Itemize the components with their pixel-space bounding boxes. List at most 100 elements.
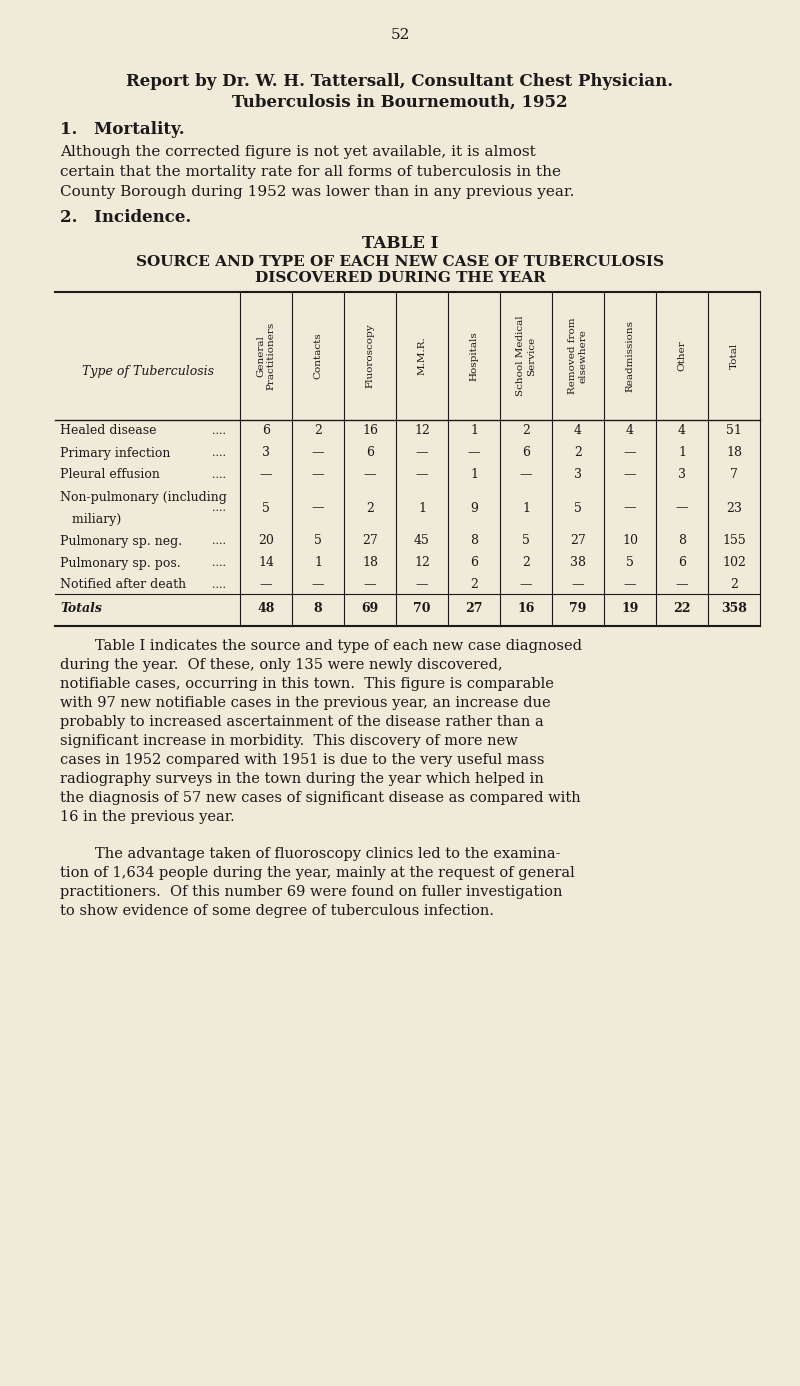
Text: the diagnosis of 57 new cases of significant disease as compared with: the diagnosis of 57 new cases of signifi… bbox=[60, 791, 581, 805]
Text: 2: 2 bbox=[574, 446, 582, 460]
Text: 70: 70 bbox=[414, 603, 430, 615]
Text: Pulmonary sp. pos.: Pulmonary sp. pos. bbox=[60, 557, 181, 570]
Text: 2: 2 bbox=[470, 578, 478, 592]
Text: 20: 20 bbox=[258, 535, 274, 547]
Text: 52: 52 bbox=[390, 28, 410, 42]
Text: ....: .... bbox=[212, 536, 226, 546]
Text: 8: 8 bbox=[314, 603, 322, 615]
Text: 1: 1 bbox=[418, 502, 426, 514]
Text: Removed from
elsewhere: Removed from elsewhere bbox=[568, 317, 588, 394]
Text: significant increase in morbidity.  This discovery of more new: significant increase in morbidity. This … bbox=[60, 735, 518, 748]
Text: 6: 6 bbox=[522, 446, 530, 460]
Text: ....: .... bbox=[212, 559, 226, 568]
Text: —: — bbox=[312, 468, 324, 481]
Text: 2. Incidence.: 2. Incidence. bbox=[60, 209, 191, 226]
Text: 1: 1 bbox=[522, 502, 530, 514]
Text: 102: 102 bbox=[722, 557, 746, 570]
Text: 16: 16 bbox=[362, 424, 378, 438]
Text: —: — bbox=[364, 468, 376, 481]
Text: Notified after death: Notified after death bbox=[60, 578, 186, 592]
Text: TABLE I: TABLE I bbox=[362, 236, 438, 252]
Text: 1: 1 bbox=[470, 424, 478, 438]
Text: General
Practitioners: General Practitioners bbox=[256, 322, 276, 389]
Text: Pulmonary sp. neg.: Pulmonary sp. neg. bbox=[60, 535, 182, 547]
Text: ....: .... bbox=[212, 448, 226, 457]
Text: tion of 1,634 people during the year, mainly at the request of general: tion of 1,634 people during the year, ma… bbox=[60, 866, 574, 880]
Text: —: — bbox=[364, 578, 376, 592]
Text: ....: .... bbox=[212, 503, 226, 513]
Text: School Medical
Service: School Medical Service bbox=[516, 316, 536, 396]
Text: Totals: Totals bbox=[60, 603, 102, 615]
Text: Table I indicates the source and type of each new case diagnosed: Table I indicates the source and type of… bbox=[95, 639, 582, 653]
Text: Non-pulmonary (including: Non-pulmonary (including bbox=[60, 491, 227, 503]
Text: ....: .... bbox=[212, 579, 226, 590]
Text: 48: 48 bbox=[258, 603, 274, 615]
Text: —: — bbox=[520, 468, 532, 481]
Text: —: — bbox=[624, 446, 636, 460]
Text: —: — bbox=[676, 578, 688, 592]
Text: practitioners.  Of this number 69 were found on fuller investigation: practitioners. Of this number 69 were fo… bbox=[60, 886, 562, 900]
Text: —: — bbox=[468, 446, 480, 460]
Text: 7: 7 bbox=[730, 468, 738, 481]
Text: 6: 6 bbox=[262, 424, 270, 438]
Text: —: — bbox=[312, 502, 324, 514]
Text: 12: 12 bbox=[414, 424, 430, 438]
Text: 8: 8 bbox=[678, 535, 686, 547]
Text: ....: .... bbox=[212, 426, 226, 437]
Text: 27: 27 bbox=[466, 603, 482, 615]
Text: Tuberculosis in Bournemouth, 1952: Tuberculosis in Bournemouth, 1952 bbox=[232, 93, 568, 111]
Text: 2: 2 bbox=[730, 578, 738, 592]
Text: 16 in the previous year.: 16 in the previous year. bbox=[60, 809, 234, 825]
Text: during the year.  Of these, only 135 were newly discovered,: during the year. Of these, only 135 were… bbox=[60, 658, 502, 672]
Text: 27: 27 bbox=[570, 535, 586, 547]
Text: cases in 1952 compared with 1951 is due to the very useful mass: cases in 1952 compared with 1951 is due … bbox=[60, 753, 545, 766]
Text: ....: .... bbox=[212, 470, 226, 480]
Text: SOURCE AND TYPE OF EACH NEW CASE OF TUBERCULOSIS: SOURCE AND TYPE OF EACH NEW CASE OF TUBE… bbox=[136, 255, 664, 269]
Text: 9: 9 bbox=[470, 502, 478, 514]
Text: 69: 69 bbox=[362, 603, 378, 615]
Text: 51: 51 bbox=[726, 424, 742, 438]
Text: 16: 16 bbox=[518, 603, 534, 615]
Text: Report by Dr. W. H. Tattersall, Consultant Chest Physician.: Report by Dr. W. H. Tattersall, Consulta… bbox=[126, 73, 674, 90]
Text: 1. Mortality.: 1. Mortality. bbox=[60, 122, 185, 139]
Text: —: — bbox=[624, 578, 636, 592]
Text: 8: 8 bbox=[470, 535, 478, 547]
Text: —: — bbox=[416, 446, 428, 460]
Text: certain that the mortality rate for all forms of tuberculosis in the: certain that the mortality rate for all … bbox=[60, 165, 561, 179]
Text: 2: 2 bbox=[522, 557, 530, 570]
Text: Pleural effusion: Pleural effusion bbox=[60, 468, 160, 481]
Text: 3: 3 bbox=[678, 468, 686, 481]
Text: 10: 10 bbox=[622, 535, 638, 547]
Text: 3: 3 bbox=[262, 446, 270, 460]
Text: with 97 new notifiable cases in the previous year, an increase due: with 97 new notifiable cases in the prev… bbox=[60, 696, 550, 710]
Text: 5: 5 bbox=[522, 535, 530, 547]
Text: 79: 79 bbox=[570, 603, 586, 615]
Text: probably to increased ascertainment of the disease rather than a: probably to increased ascertainment of t… bbox=[60, 715, 544, 729]
Text: 5: 5 bbox=[574, 502, 582, 514]
Text: 18: 18 bbox=[362, 557, 378, 570]
Text: 27: 27 bbox=[362, 535, 378, 547]
Text: —: — bbox=[416, 468, 428, 481]
Text: 1: 1 bbox=[470, 468, 478, 481]
Text: 2: 2 bbox=[522, 424, 530, 438]
Text: 4: 4 bbox=[574, 424, 582, 438]
Text: 3: 3 bbox=[574, 468, 582, 481]
Text: 6: 6 bbox=[678, 557, 686, 570]
Text: Other: Other bbox=[678, 341, 686, 371]
Text: —: — bbox=[572, 578, 584, 592]
Text: 4: 4 bbox=[678, 424, 686, 438]
Text: Type of Tuberculosis: Type of Tuberculosis bbox=[82, 366, 214, 378]
Text: Hospitals: Hospitals bbox=[470, 331, 478, 381]
Text: 358: 358 bbox=[721, 603, 747, 615]
Text: 6: 6 bbox=[366, 446, 374, 460]
Text: 14: 14 bbox=[258, 557, 274, 570]
Text: 22: 22 bbox=[674, 603, 690, 615]
Text: Readmissions: Readmissions bbox=[626, 320, 634, 392]
Text: 18: 18 bbox=[726, 446, 742, 460]
Text: to show evidence of some degree of tuberculous infection.: to show evidence of some degree of tuber… bbox=[60, 904, 494, 918]
Text: radiography surveys in the town during the year which helped in: radiography surveys in the town during t… bbox=[60, 772, 544, 786]
Text: Contacts: Contacts bbox=[314, 333, 322, 380]
Text: —: — bbox=[624, 502, 636, 514]
Text: —: — bbox=[260, 468, 272, 481]
Text: —: — bbox=[312, 578, 324, 592]
